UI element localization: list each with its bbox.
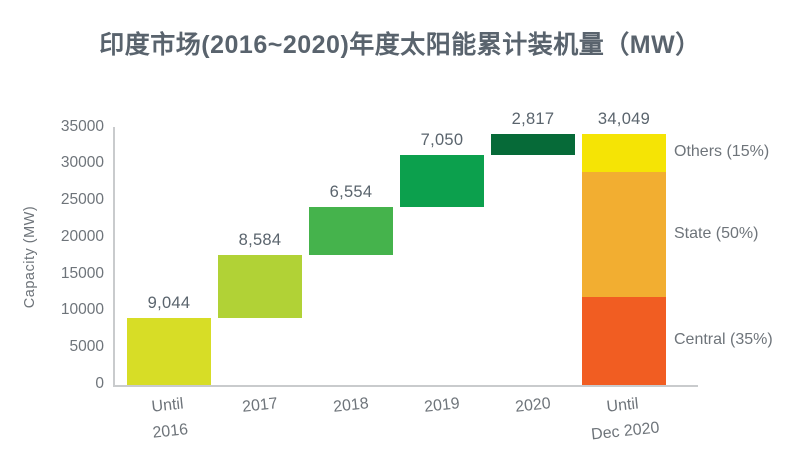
y-axis-title: Capacity (MW): [22, 205, 38, 309]
bar-until-2016: [127, 318, 211, 385]
segment-central: [582, 297, 666, 385]
x-axis-line: [113, 385, 698, 387]
bar-value-label: 7,050: [420, 131, 464, 150]
bar-value-label: 8,584: [238, 231, 282, 250]
bar-2017: [218, 255, 302, 319]
total-value-label: 34,049: [597, 110, 651, 129]
y-tick-label: 5000: [69, 338, 104, 356]
y-tick-label: 25000: [60, 191, 104, 209]
bar-2019: [400, 155, 484, 208]
y-tick-label: 15000: [60, 264, 104, 282]
segment-label-others: Others (15%): [674, 143, 770, 161]
y-tick-label: 35000: [60, 117, 104, 135]
y-axis-line: [113, 126, 115, 386]
y-tick-label: 0: [95, 375, 104, 392]
bar-value-label: 9,044: [147, 294, 191, 313]
bar-2018: [309, 207, 393, 256]
y-tick-label: 20000: [60, 227, 104, 245]
bar-value-label: 2,817: [511, 110, 555, 129]
x-tick-label-5: Until Dec 2020: [562, 387, 687, 451]
segment-others: [582, 134, 666, 173]
chart-title: 印度市场(2016~2020)年度太阳能累计装机量（MW）: [99, 31, 701, 59]
segment-state: [582, 172, 666, 298]
segment-label-state: State (50%): [674, 224, 759, 242]
y-tick-label: 30000: [60, 154, 104, 172]
segment-label-central: Central (35%): [674, 331, 773, 349]
bar-2020: [491, 134, 575, 156]
bar-value-label: 6,554: [329, 183, 373, 202]
y-tick-label: 10000: [60, 301, 104, 319]
